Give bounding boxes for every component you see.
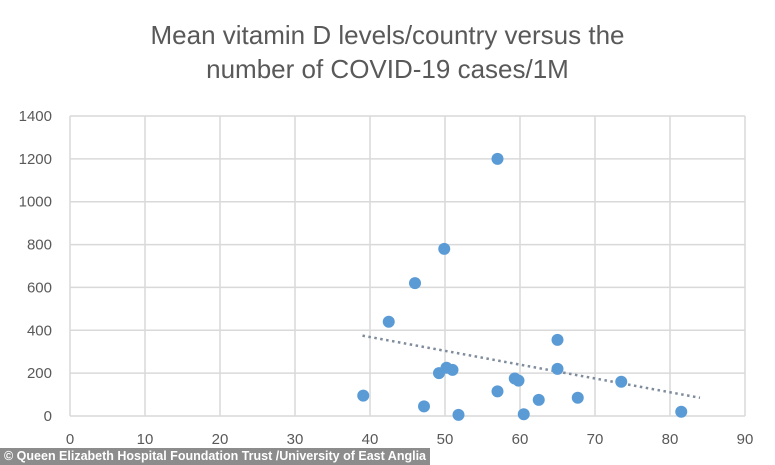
y-tick-label: 0	[44, 408, 52, 425]
x-tick-label: 20	[212, 431, 229, 448]
x-tick-label: 90	[737, 431, 754, 448]
x-tick-label: 0	[66, 431, 74, 448]
data-point	[357, 389, 370, 402]
data-point	[452, 408, 465, 421]
data-point	[571, 391, 584, 404]
y-tick-label: 600	[27, 279, 52, 296]
y-tick-label: 1200	[19, 151, 52, 168]
data-point	[418, 400, 430, 413]
chart-title-line-2: number of COVID-19 cases/1M	[206, 54, 569, 84]
data-point	[512, 374, 525, 387]
y-tick-label: 400	[27, 322, 52, 339]
data-point	[551, 362, 564, 375]
y-tick-label: 1400	[19, 108, 52, 125]
y-tick-label: 800	[27, 237, 52, 254]
data-point	[446, 363, 459, 376]
x-tick-label: 60	[512, 431, 529, 448]
data-point	[615, 375, 628, 388]
data-point	[491, 385, 504, 398]
chart-title-line-1: Mean vitamin D levels/country versus the	[150, 20, 625, 50]
photo-credit: © Queen Elizabeth Hospital Foundation Tr…	[0, 448, 430, 465]
x-tick-label: 10	[137, 431, 154, 448]
trendline	[362, 334, 701, 400]
y-tick-label: 200	[27, 365, 52, 382]
x-tick-label: 40	[362, 431, 379, 448]
x-tick-label: 70	[587, 431, 604, 448]
data-point	[491, 152, 504, 165]
chart-title: Mean vitamin D levels/country versus the…	[0, 18, 775, 86]
x-tick-label: 30	[287, 431, 304, 448]
data-point	[532, 393, 545, 406]
data-point	[551, 333, 564, 346]
data-point	[382, 315, 395, 328]
x-tick-label: 50	[437, 431, 454, 448]
y-tick-label: 1000	[19, 194, 52, 211]
data-point	[517, 408, 530, 421]
data-point	[675, 405, 688, 418]
data-point	[409, 277, 421, 290]
data-point	[438, 242, 451, 255]
x-tick-label: 80	[662, 431, 679, 448]
